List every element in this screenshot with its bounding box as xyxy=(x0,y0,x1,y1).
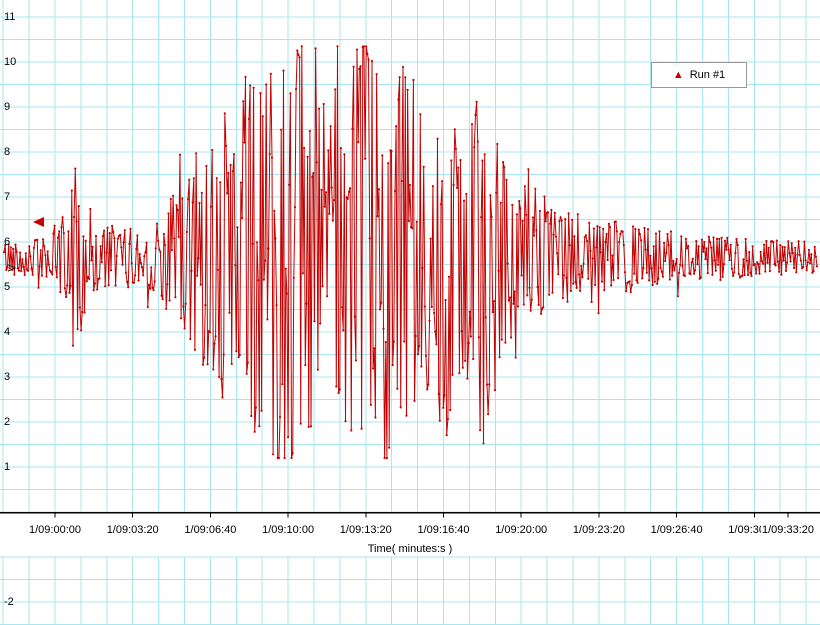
y-tick-label: 10 xyxy=(4,56,17,68)
x-tick-label: 1/09:20:00 xyxy=(494,524,549,536)
x-axis-title: Time( minutes:s ) xyxy=(367,543,453,555)
run1-trace xyxy=(3,45,818,459)
legend: ▲ Run #1 xyxy=(651,62,747,88)
run1-marker-icon: ▲ xyxy=(672,68,684,81)
y-tick-label: 7 xyxy=(4,191,11,203)
y-tick-label: 1 xyxy=(4,461,11,473)
y-axis-label: V xyxy=(6,264,19,272)
y-tick-label: 3 xyxy=(4,371,11,383)
y-tick-label: 5 xyxy=(4,281,11,293)
y-tick-label: 2 xyxy=(4,416,11,428)
y-tick-label: 4 xyxy=(4,326,11,338)
y-tick-label: -2 xyxy=(4,596,14,608)
y-tick-label: 8 xyxy=(4,146,11,158)
x-tick-label: 1/09:06:40 xyxy=(183,524,238,536)
x-tick-label: 1/09:10:00 xyxy=(261,524,316,536)
x-tick-label: 1/09:23:20 xyxy=(571,524,626,536)
x-tick-label: 1/09:33:20 xyxy=(761,524,815,536)
y-tick-label: 11 xyxy=(4,11,16,23)
x-tick-label: 1/09:26:40 xyxy=(649,524,704,536)
y-tick-label: 6 xyxy=(4,236,11,248)
run1-trace-markers xyxy=(2,45,819,460)
value-cursor-icon[interactable] xyxy=(33,217,44,227)
x-tick-label: 1/09:16:40 xyxy=(416,524,471,536)
y-tick-label: 9 xyxy=(4,101,11,113)
x-tick-label: 1/09:13:20 xyxy=(338,524,393,536)
x-tick-label: 1/09:03:20 xyxy=(105,524,160,536)
x-tick-label: 1/09:00:00 xyxy=(28,524,82,536)
legend-label: Run #1 xyxy=(689,69,726,81)
